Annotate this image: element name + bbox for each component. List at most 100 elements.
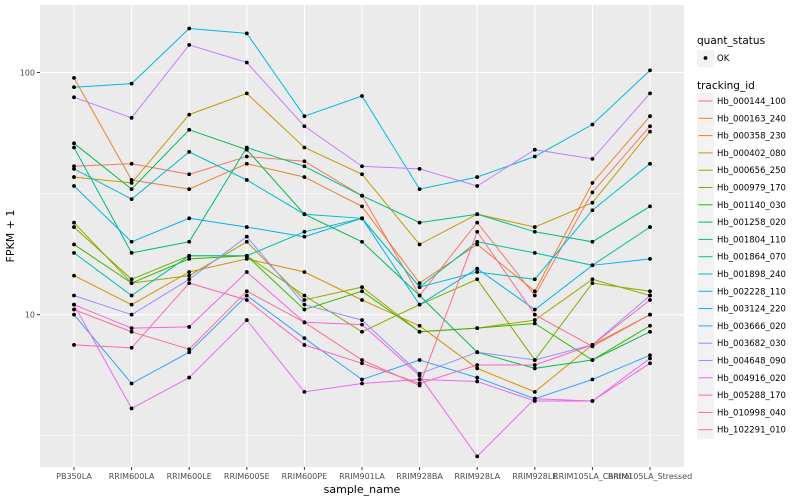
data-point-Hb_005288_170 <box>187 325 192 329</box>
data-point-Hb_000144_100 <box>475 220 480 225</box>
data-point-Hb_005288_170 <box>590 399 595 403</box>
x-tick-label: RRIM600SE <box>224 472 270 481</box>
data-point-Hb_003124_220 <box>475 266 480 271</box>
data-point-Hb_001140_030 <box>475 326 480 331</box>
legend-label: Hb_102291_010 <box>717 426 786 436</box>
data-point-Hb_003666_020 <box>187 350 192 355</box>
data-point-Hb_004916_020 <box>187 375 192 380</box>
data-point-Hb_003666_020 <box>360 377 364 382</box>
data-point-Hb_102291_010 <box>244 289 249 294</box>
data-point-Hb_003124_220 <box>302 234 307 239</box>
y-tick-label: 100 <box>20 69 35 78</box>
data-point-Hb_001258_020 <box>187 127 192 132</box>
data-point-Hb_001804_110 <box>417 220 422 225</box>
legend-label: Hb_001140_030 <box>717 201 786 211</box>
data-point-Hb_004916_020 <box>360 381 364 386</box>
data-point-Hb_001804_110 <box>244 145 249 150</box>
data-point-Hb_000163_240 <box>532 289 537 294</box>
data-point-Hb_002228_110 <box>360 94 364 98</box>
data-point-Hb_003124_220 <box>244 225 249 229</box>
legend-label: Hb_000402_080 <box>717 149 786 159</box>
data-point-Hb_000144_100 <box>302 159 307 164</box>
data-point-Hb_001258_020 <box>129 187 134 192</box>
data-point-Hb_003666_020 <box>302 336 307 341</box>
data-point-Hb_001898_240 <box>129 197 134 202</box>
legend-label: Hb_001258_020 <box>717 218 786 228</box>
data-point-Hb_010998_040 <box>648 298 652 302</box>
data-point-Hb_102291_010 <box>72 307 76 312</box>
data-point-Hb_000358_230 <box>302 270 307 274</box>
data-point-Hb_005288_170 <box>244 270 249 274</box>
data-point-Hb_005288_170 <box>417 373 422 378</box>
data-point-Hb_001864_070 <box>244 253 249 258</box>
data-point-Hb_102291_010 <box>187 347 192 352</box>
data-point-Hb_000163_240 <box>72 76 76 80</box>
data-point-Hb_001140_030 <box>532 321 537 326</box>
legend-title-tracking-id: tracking_id <box>697 80 755 92</box>
data-point-Hb_003682_030 <box>187 277 192 282</box>
data-point-Hb_002228_110 <box>244 31 249 36</box>
data-point-Hb_000402_080 <box>72 175 76 179</box>
data-point-Hb_000402_080 <box>187 112 192 117</box>
data-point-Hb_001258_020 <box>360 239 364 244</box>
data-point-Hb_001140_030 <box>360 289 364 294</box>
data-point-Hb_005288_170 <box>360 322 364 327</box>
data-point-Hb_000163_240 <box>590 181 595 185</box>
data-point-Hb_001804_110 <box>129 250 134 255</box>
data-point-Hb_003666_020 <box>244 293 249 298</box>
x-tick-label: RRIM105LA_Control <box>553 472 632 481</box>
data-point-Hb_001804_110 <box>532 229 537 234</box>
data-point-Hb_005288_170 <box>648 361 652 366</box>
data-point-Hb_001804_110 <box>475 212 480 217</box>
data-point-Hb_000163_240 <box>417 281 422 286</box>
data-point-Hb_000402_080 <box>360 172 364 177</box>
data-point-Hb_001864_070 <box>187 253 192 258</box>
data-point-Hb_010998_040 <box>475 363 480 367</box>
legend-label: Hb_005288_170 <box>717 391 786 401</box>
data-point-Hb_000656_250 <box>244 239 249 244</box>
data-point-Hb_001140_030 <box>417 329 422 334</box>
data-point-Hb_003666_020 <box>648 353 652 358</box>
legend-label: Hb_001864_070 <box>717 253 786 263</box>
data-point-Hb_000144_100 <box>129 161 134 166</box>
x-axis: PB350LA RRIM600LA RRIM600LE RRIM600SE RRIM60… <box>56 467 692 481</box>
data-point-Hb_003682_030 <box>302 302 307 307</box>
legend-label: Hb_004916_020 <box>717 374 786 384</box>
data-point-Hb_003124_220 <box>187 216 192 221</box>
data-point-Hb_000656_250 <box>590 277 595 282</box>
data-point-Hb_002228_110 <box>72 85 76 90</box>
data-point-Hb_004648_090 <box>475 184 480 188</box>
data-point-Hb_000979_170 <box>302 293 307 298</box>
data-point-Hb_001864_070 <box>72 250 76 255</box>
data-point-Hb_003124_220 <box>590 263 595 268</box>
data-point-Hb_000163_240 <box>244 161 249 166</box>
data-point-Hb_000402_080 <box>417 242 422 247</box>
data-point-Hb_003124_220 <box>648 256 652 261</box>
data-point-Hb_102291_010 <box>475 229 480 234</box>
data-point-Hb_001898_240 <box>187 150 192 154</box>
data-point-Hb_004916_020 <box>244 318 249 322</box>
data-point-Hb_002228_110 <box>590 122 595 127</box>
data-point-Hb_000358_230 <box>532 389 537 394</box>
legend-label: Hb_000358_230 <box>717 132 786 142</box>
data-point-Hb_010998_040 <box>244 298 249 302</box>
legend-label: Hb_001804_110 <box>717 235 786 245</box>
legend-label: Hb_001898_240 <box>717 270 786 280</box>
x-tick-label: RRIM600LE <box>167 472 212 481</box>
legend-label: Hb_004648_090 <box>717 357 786 367</box>
data-point-Hb_003682_030 <box>648 293 652 298</box>
legend: quant_status OK tracking_id Hb_000144_100 Hb… <box>697 35 786 439</box>
data-point-Hb_000656_250 <box>187 273 192 278</box>
data-point-Hb_001258_020 <box>590 358 595 362</box>
data-point-Hb_001864_070 <box>302 229 307 234</box>
data-point-Hb_001140_030 <box>302 307 307 312</box>
data-point-Hb_102291_010 <box>590 344 595 349</box>
data-point-Hb_003124_220 <box>532 307 537 312</box>
data-point-Hb_002228_110 <box>648 68 652 73</box>
legend-label: OK <box>717 54 730 64</box>
data-point-Hb_000163_240 <box>475 242 480 247</box>
x-tick-label: RRIM928LE <box>512 472 557 481</box>
data-point-Hb_003682_030 <box>475 350 480 355</box>
series-points <box>72 26 652 459</box>
